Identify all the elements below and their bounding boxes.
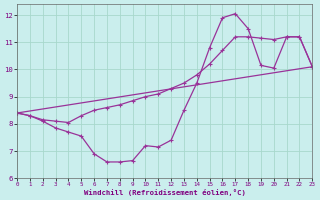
X-axis label: Windchill (Refroidissement éolien,°C): Windchill (Refroidissement éolien,°C) [84,189,246,196]
